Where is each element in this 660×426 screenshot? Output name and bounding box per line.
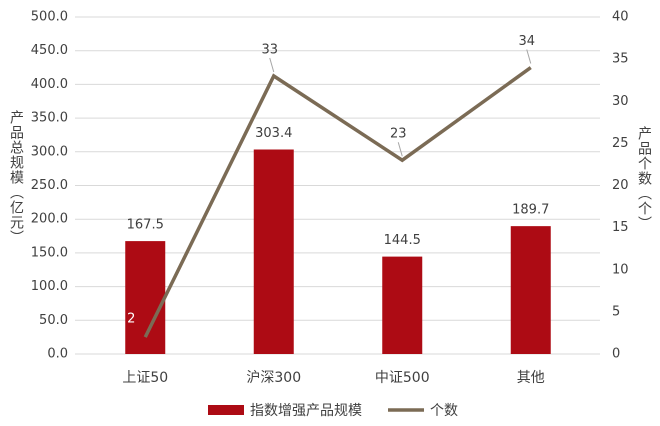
leader-line	[397, 142, 403, 157]
y-axis-title: 产品总规模（亿元）	[8, 110, 24, 245]
y-tick-label: 300.0	[31, 144, 68, 159]
y-tick-label: 350.0	[31, 111, 68, 126]
y-tick-label: 100.0	[31, 279, 68, 294]
legend-label: 指数增强产品规模	[250, 403, 362, 419]
y2-tick-label: 10	[612, 262, 629, 277]
y-tick-label: 450.0	[31, 43, 68, 58]
y-tick-label: 150.0	[31, 245, 68, 260]
y-tick-label: 400.0	[31, 77, 68, 92]
data-label: 144.5	[384, 233, 421, 248]
leader-line	[526, 49, 532, 64]
data-label: 33	[261, 42, 278, 57]
x-tick-label: 中证500	[375, 370, 430, 386]
y2-tick-label: 30	[612, 94, 629, 109]
y2-tick-label: 35	[612, 52, 629, 67]
y2-tick-label: 0	[612, 347, 620, 362]
bar	[382, 256, 423, 354]
y2-tick-label: 15	[612, 220, 629, 235]
bar	[510, 226, 551, 354]
data-label: 2	[127, 312, 135, 327]
x-tick-label: 上证50	[122, 370, 168, 386]
y-tick-label: 500.0	[31, 10, 68, 25]
y2-tick-label: 5	[612, 304, 620, 319]
data-label: 23	[390, 127, 407, 142]
x-tick-label: 其他	[517, 370, 545, 386]
data-label: 167.5	[127, 218, 164, 233]
y-tick-label: 0.0	[47, 347, 68, 362]
y2-tick-label: 40	[612, 10, 629, 25]
y-tick-label: 250.0	[31, 178, 68, 193]
y2-tick-label: 25	[612, 136, 629, 151]
y2-tick-label: 20	[612, 178, 629, 193]
leader-line	[269, 57, 275, 73]
data-label: 303.4	[255, 126, 292, 141]
bar	[253, 149, 294, 354]
legend-swatch	[208, 405, 244, 415]
data-label: 34	[518, 34, 535, 49]
x-tick-label: 沪深300	[246, 370, 301, 386]
line	[143, 66, 532, 338]
y-tick-label: 50.0	[39, 313, 68, 328]
y-tick-label: 200.0	[31, 212, 68, 227]
data-label: 189.7	[512, 203, 549, 218]
legend-label: 个数	[430, 403, 458, 419]
y2-axis-title: 产品个数（个）	[636, 126, 652, 231]
